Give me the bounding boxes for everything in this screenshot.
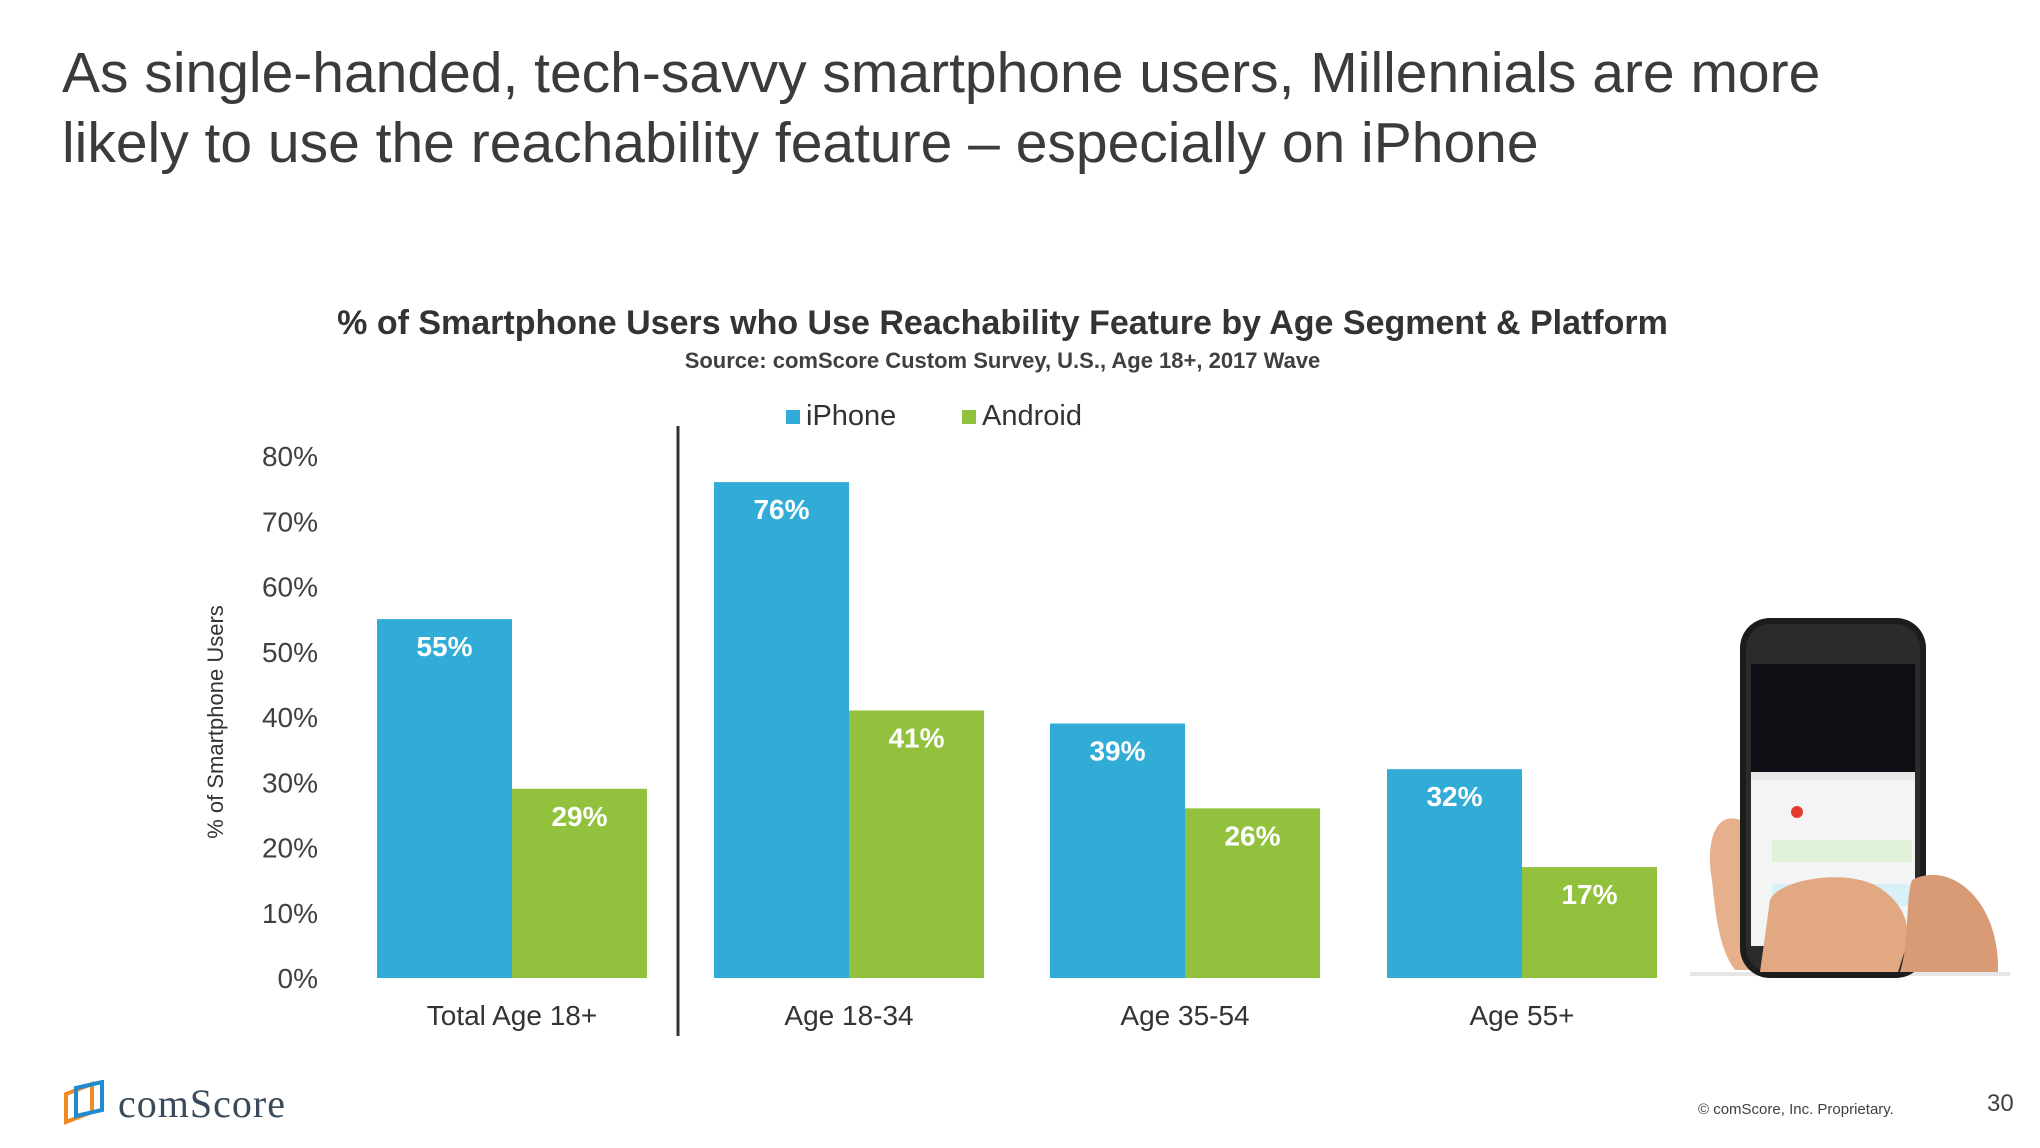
chart-subtitle: Source: comScore Custom Survey, U.S., Ag… — [684, 348, 1321, 373]
legend-label-android: Android — [982, 400, 1082, 432]
bar-android-3 — [1522, 867, 1657, 978]
bar-data-label: 29% — [551, 801, 607, 832]
y-tick-label: 70% — [262, 506, 318, 537]
comscore-logo-text: comScore — [118, 1080, 286, 1126]
comscore-logo-icon — [64, 1080, 104, 1125]
y-tick-label: 40% — [262, 702, 318, 733]
hand-holding-iphone-image — [1690, 618, 2010, 978]
legend-swatch-iphone — [786, 409, 800, 424]
y-tick-label: 60% — [262, 572, 318, 603]
bar-android-1 — [849, 710, 984, 978]
x-tick-label: Age 55+ — [1469, 1000, 1574, 1031]
bar-iphone-1 — [714, 482, 849, 978]
bar-data-label: 41% — [888, 722, 944, 753]
bar-data-labels: 55% 76% 39% 32% 29% 41% 26% 17% — [416, 494, 1617, 910]
chart-title: % of Smartphone Users who Use Reachabili… — [337, 304, 1668, 342]
y-axis-ticks: 0% 10% 20% 30% 40% 50% 60% 70% 80% — [262, 441, 318, 994]
bar-data-label: 55% — [416, 631, 472, 662]
bar-data-label: 17% — [1561, 879, 1617, 910]
bar-android-2 — [1185, 808, 1320, 978]
slide-title: As single-handed, tech-savvy smartphone … — [62, 41, 1821, 175]
legend-label-iphone: iPhone — [806, 400, 897, 432]
y-tick-label: 10% — [262, 898, 318, 929]
bar-iphone-0 — [377, 619, 512, 978]
comscore-logo: comScore — [62, 1078, 286, 1128]
page-number: 30 — [1987, 1090, 2014, 1117]
x-axis-ticks: Total Age 18+ Age 18-34 Age 35-54 Age 55+ — [427, 1000, 1575, 1031]
y-tick-label: 20% — [262, 833, 318, 864]
bar-iphone-2 — [1050, 723, 1185, 978]
bar-android-0 — [512, 788, 647, 978]
y-tick-label: 80% — [262, 441, 318, 472]
legend-item-android: Android — [962, 400, 1082, 433]
x-tick-label: Age 18-34 — [784, 1000, 913, 1031]
legend-item-iphone: iPhone — [786, 400, 896, 433]
y-axis-title: % of Smartphone Users — [203, 605, 228, 839]
bar-data-label: 32% — [1426, 781, 1482, 812]
y-tick-label: 0% — [278, 963, 318, 994]
y-tick-label: 30% — [262, 767, 318, 798]
bar-iphone-3 — [1387, 769, 1522, 978]
bar-data-label: 26% — [1224, 820, 1280, 851]
x-tick-label: Total Age 18+ — [427, 1000, 597, 1031]
copyright-notice: © comScore, Inc. Proprietary. — [1698, 1101, 1894, 1118]
bar-data-label: 39% — [1089, 736, 1145, 767]
bar-data-label: 76% — [753, 494, 809, 525]
bars — [377, 482, 1657, 978]
legend-swatch-android — [962, 409, 976, 424]
x-tick-label: Age 35-54 — [1120, 1000, 1249, 1031]
y-tick-label: 50% — [262, 637, 318, 668]
